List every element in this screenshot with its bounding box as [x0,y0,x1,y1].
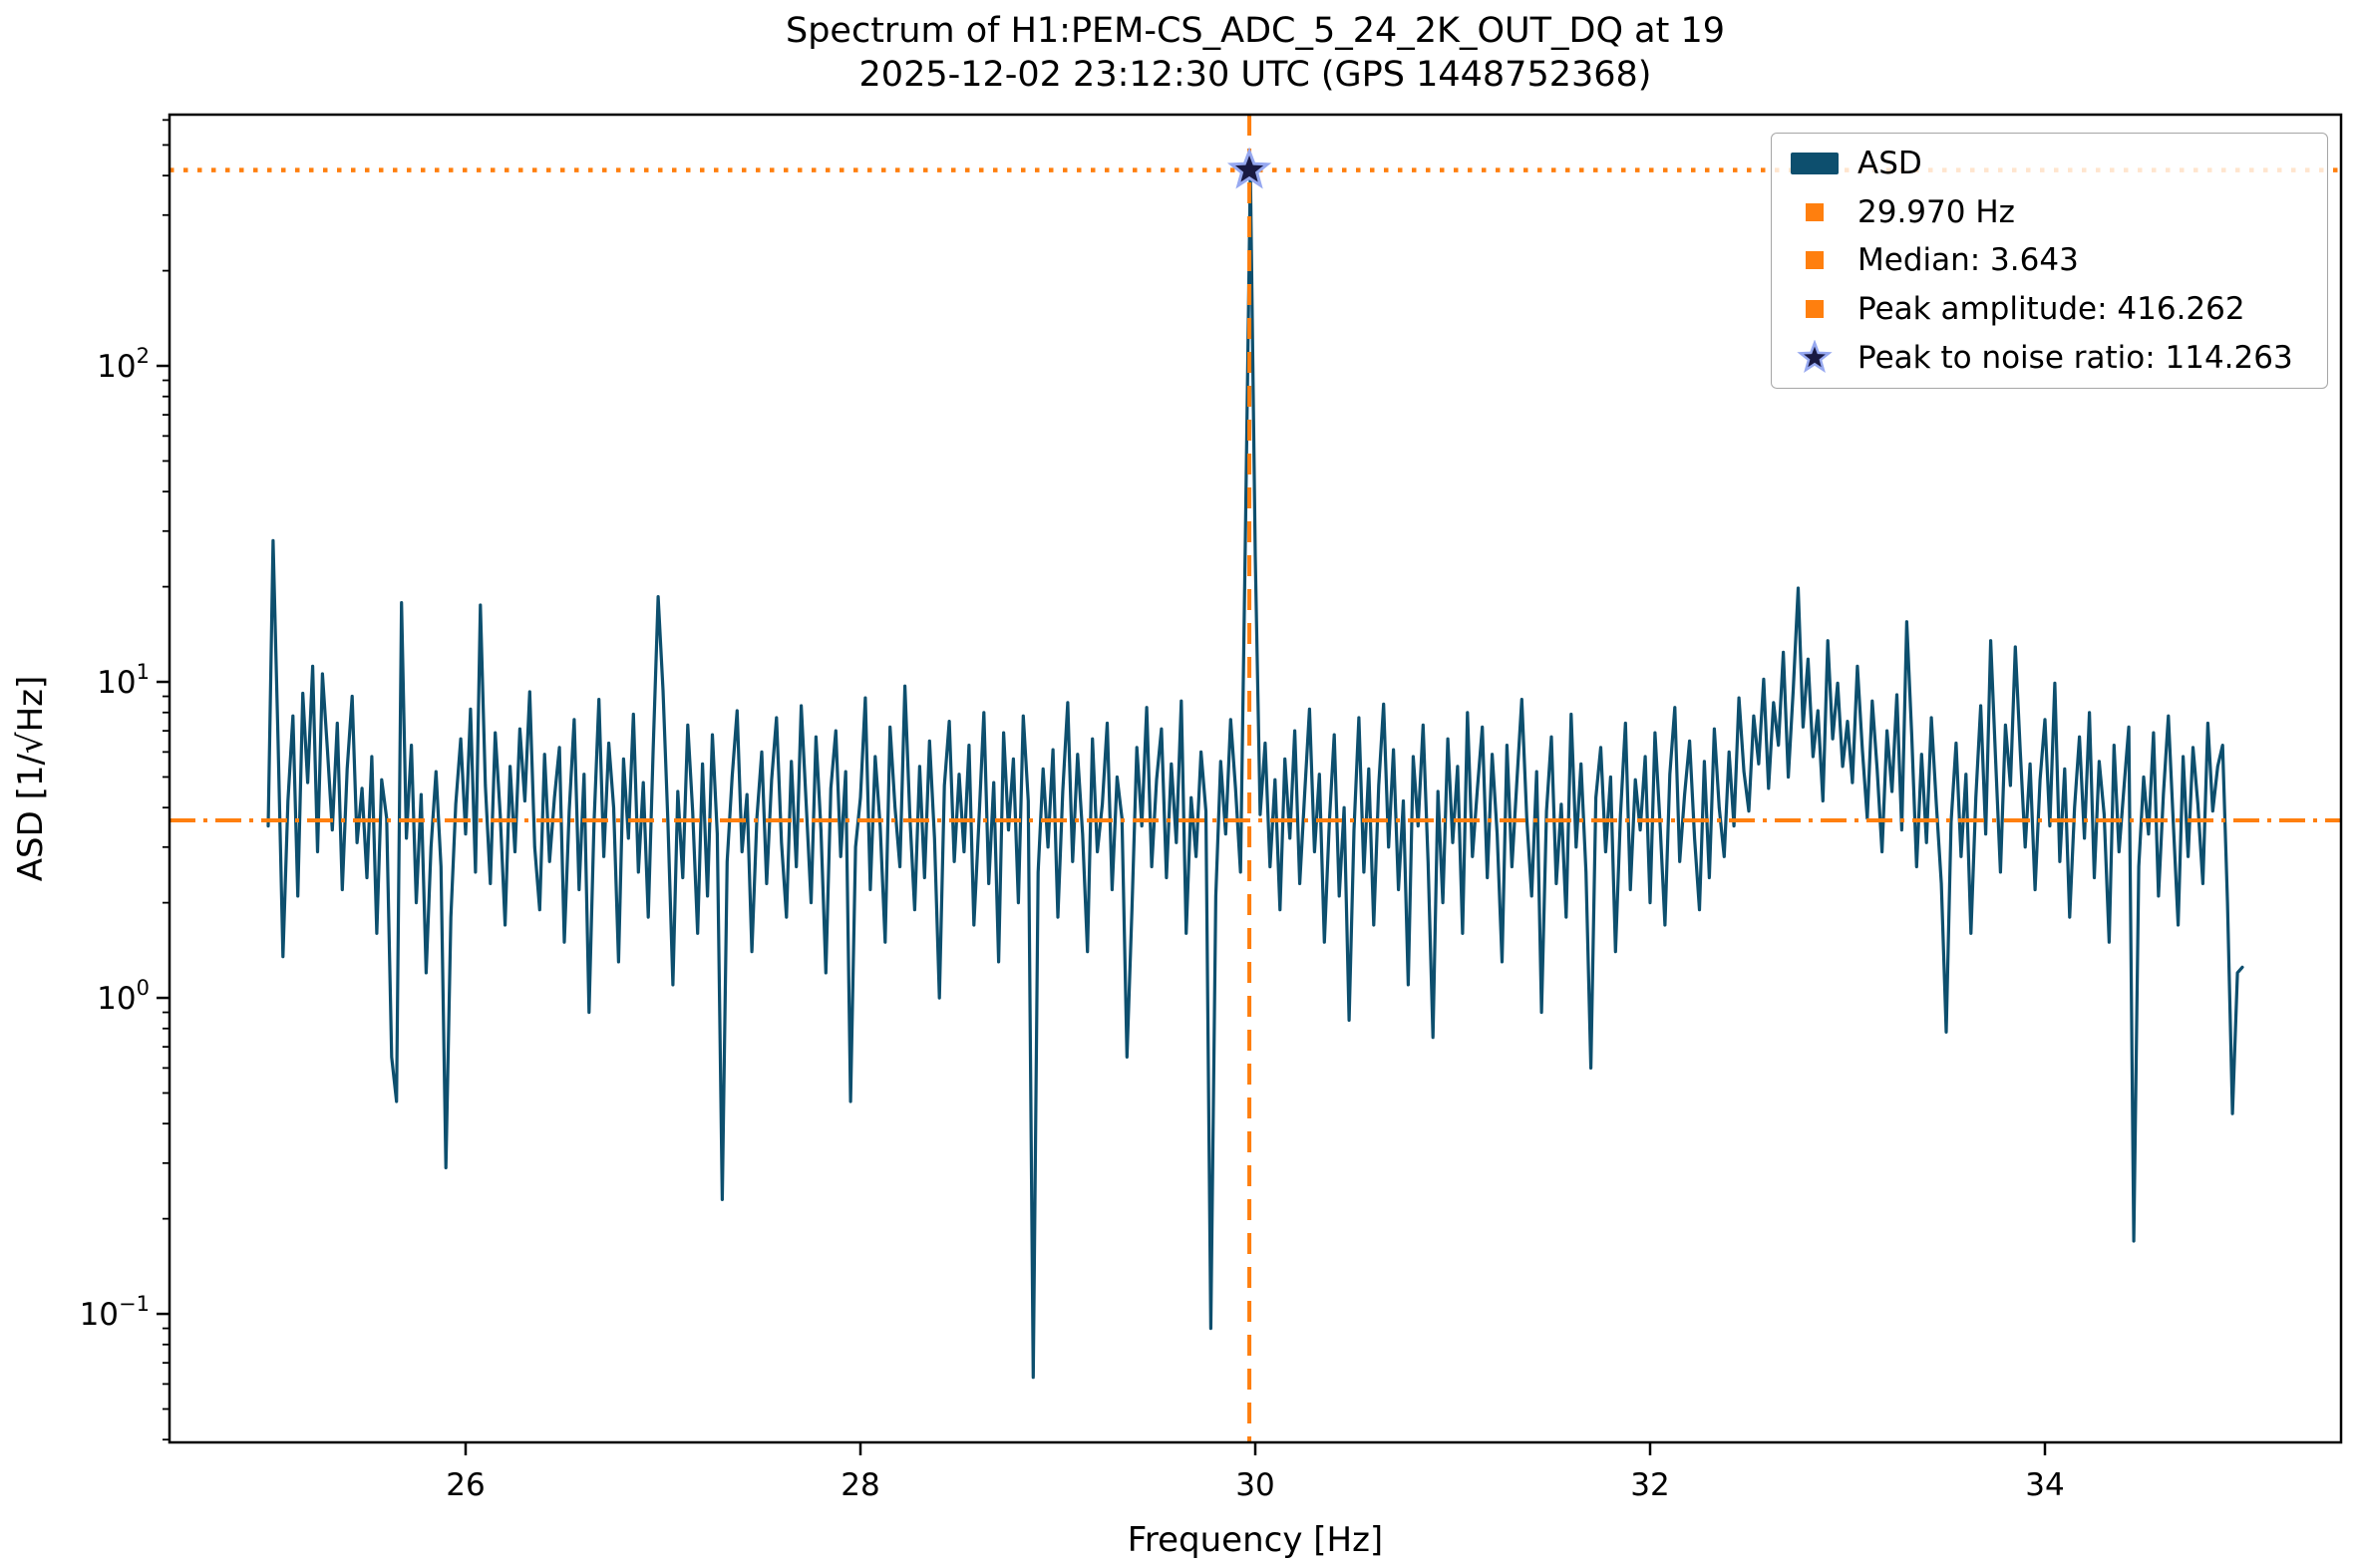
annotation-layer [169,115,2341,1442]
legend-item-median: Median: 3.643 [1786,236,2313,284]
axes-spines [168,113,2343,1444]
peak-star-marker [1226,147,1272,189]
figure-title-line1: Spectrum of H1:PEM-CS_ADC_5_24_2K_OUT_DQ… [786,11,1725,51]
asd-line-swatch-icon [1786,146,1844,181]
legend-label-median: Median: 3.643 [1857,242,2079,279]
legend-item-peak-amplitude: Peak amplitude: 416.262 [1786,285,2313,333]
star-icon [1786,339,1844,376]
legend-label-peak-amplitude: Peak amplitude: 416.262 [1857,291,2245,328]
axis-ticks: 26 28 30 32 34 10−1 100 101 102 [80,119,2065,1503]
y-tick-label: 100 [97,976,150,1017]
orange-square-icon [1786,242,1844,278]
orange-square-icon [1786,194,1844,230]
y-tick-label: 102 [97,344,150,385]
asd-spectrum-line [266,168,2244,1380]
legend: ASD 29.970 Hz Median: 3.643 Peak amplitu… [1771,133,2328,389]
orange-square-icon [1786,291,1844,327]
legend-item-peak-frequency: 29.970 Hz [1786,188,2313,236]
legend-label-peak-to-noise: Peak to noise ratio: 114.263 [1857,339,2293,376]
x-tick-label: 26 [446,1467,485,1503]
x-tick-label: 34 [2025,1467,2064,1503]
legend-item-peak-to-noise: Peak to noise ratio: 114.263 [1786,334,2313,382]
data-layer [266,168,2244,1380]
figure-title-line2: 2025-12-02 23:12:30 UTC (GPS 1448752368) [859,55,1652,95]
legend-item-asd: ASD [1786,140,2313,187]
axis-x-label: Frequency [Hz] [1128,1520,1383,1560]
x-tick-label: 32 [1630,1467,1669,1503]
y-tick-label: 101 [97,660,150,701]
legend-label-peak-frequency: 29.970 Hz [1857,193,2015,230]
x-tick-label: 30 [1235,1467,1274,1503]
legend-label-asd: ASD [1857,146,1922,182]
x-tick-label: 28 [841,1467,879,1503]
axis-y-label: ASD [1/√Hz] [11,676,51,882]
y-tick-label: 10−1 [80,1292,150,1333]
